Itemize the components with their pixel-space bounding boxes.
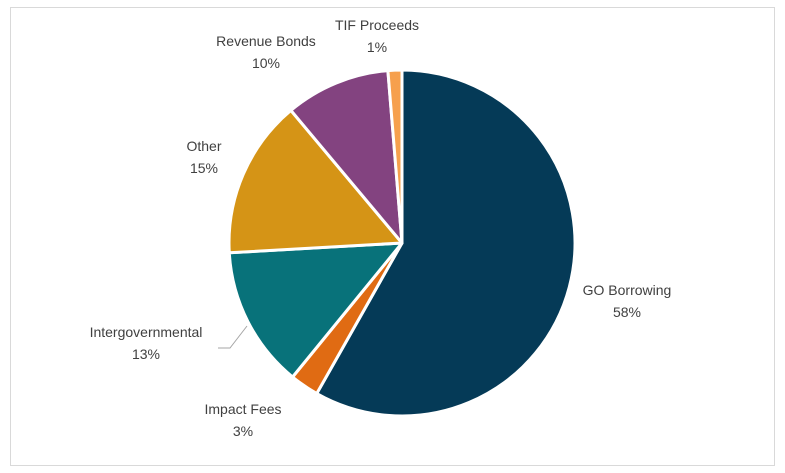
pie-slice-other [227,108,404,255]
pie-slices [227,68,577,418]
slice-label-name: Revenue Bonds [216,33,316,49]
slice-label-percent: 1% [367,39,387,55]
slice-label-percent: 13% [132,346,160,362]
slice-label-percent: 10% [252,55,280,71]
slice-label-name: GO Borrowing [583,282,672,298]
pie-slice-tif-proceeds [386,68,404,245]
slice-label-name: Intergovernmental [90,324,203,340]
pie-slice-go-borrowing [315,68,577,418]
slice-labels: GO Borrowing 58% Impact Fees 3% Intergovernm… [90,17,672,439]
pie-slice-revenue-bonds [289,69,404,245]
slice-label-name: TIF Proceeds [335,17,419,33]
leader-line [218,325,248,349]
slice-label-percent: 15% [190,160,218,176]
slice-label-name: Impact Fees [204,401,281,417]
slice-label-percent: 58% [613,304,641,320]
leader-lines [218,325,248,349]
pie-slice-intergovernmental [227,241,404,379]
slice-label-name: Other [186,138,221,154]
slice-label-percent: 3% [233,423,253,439]
